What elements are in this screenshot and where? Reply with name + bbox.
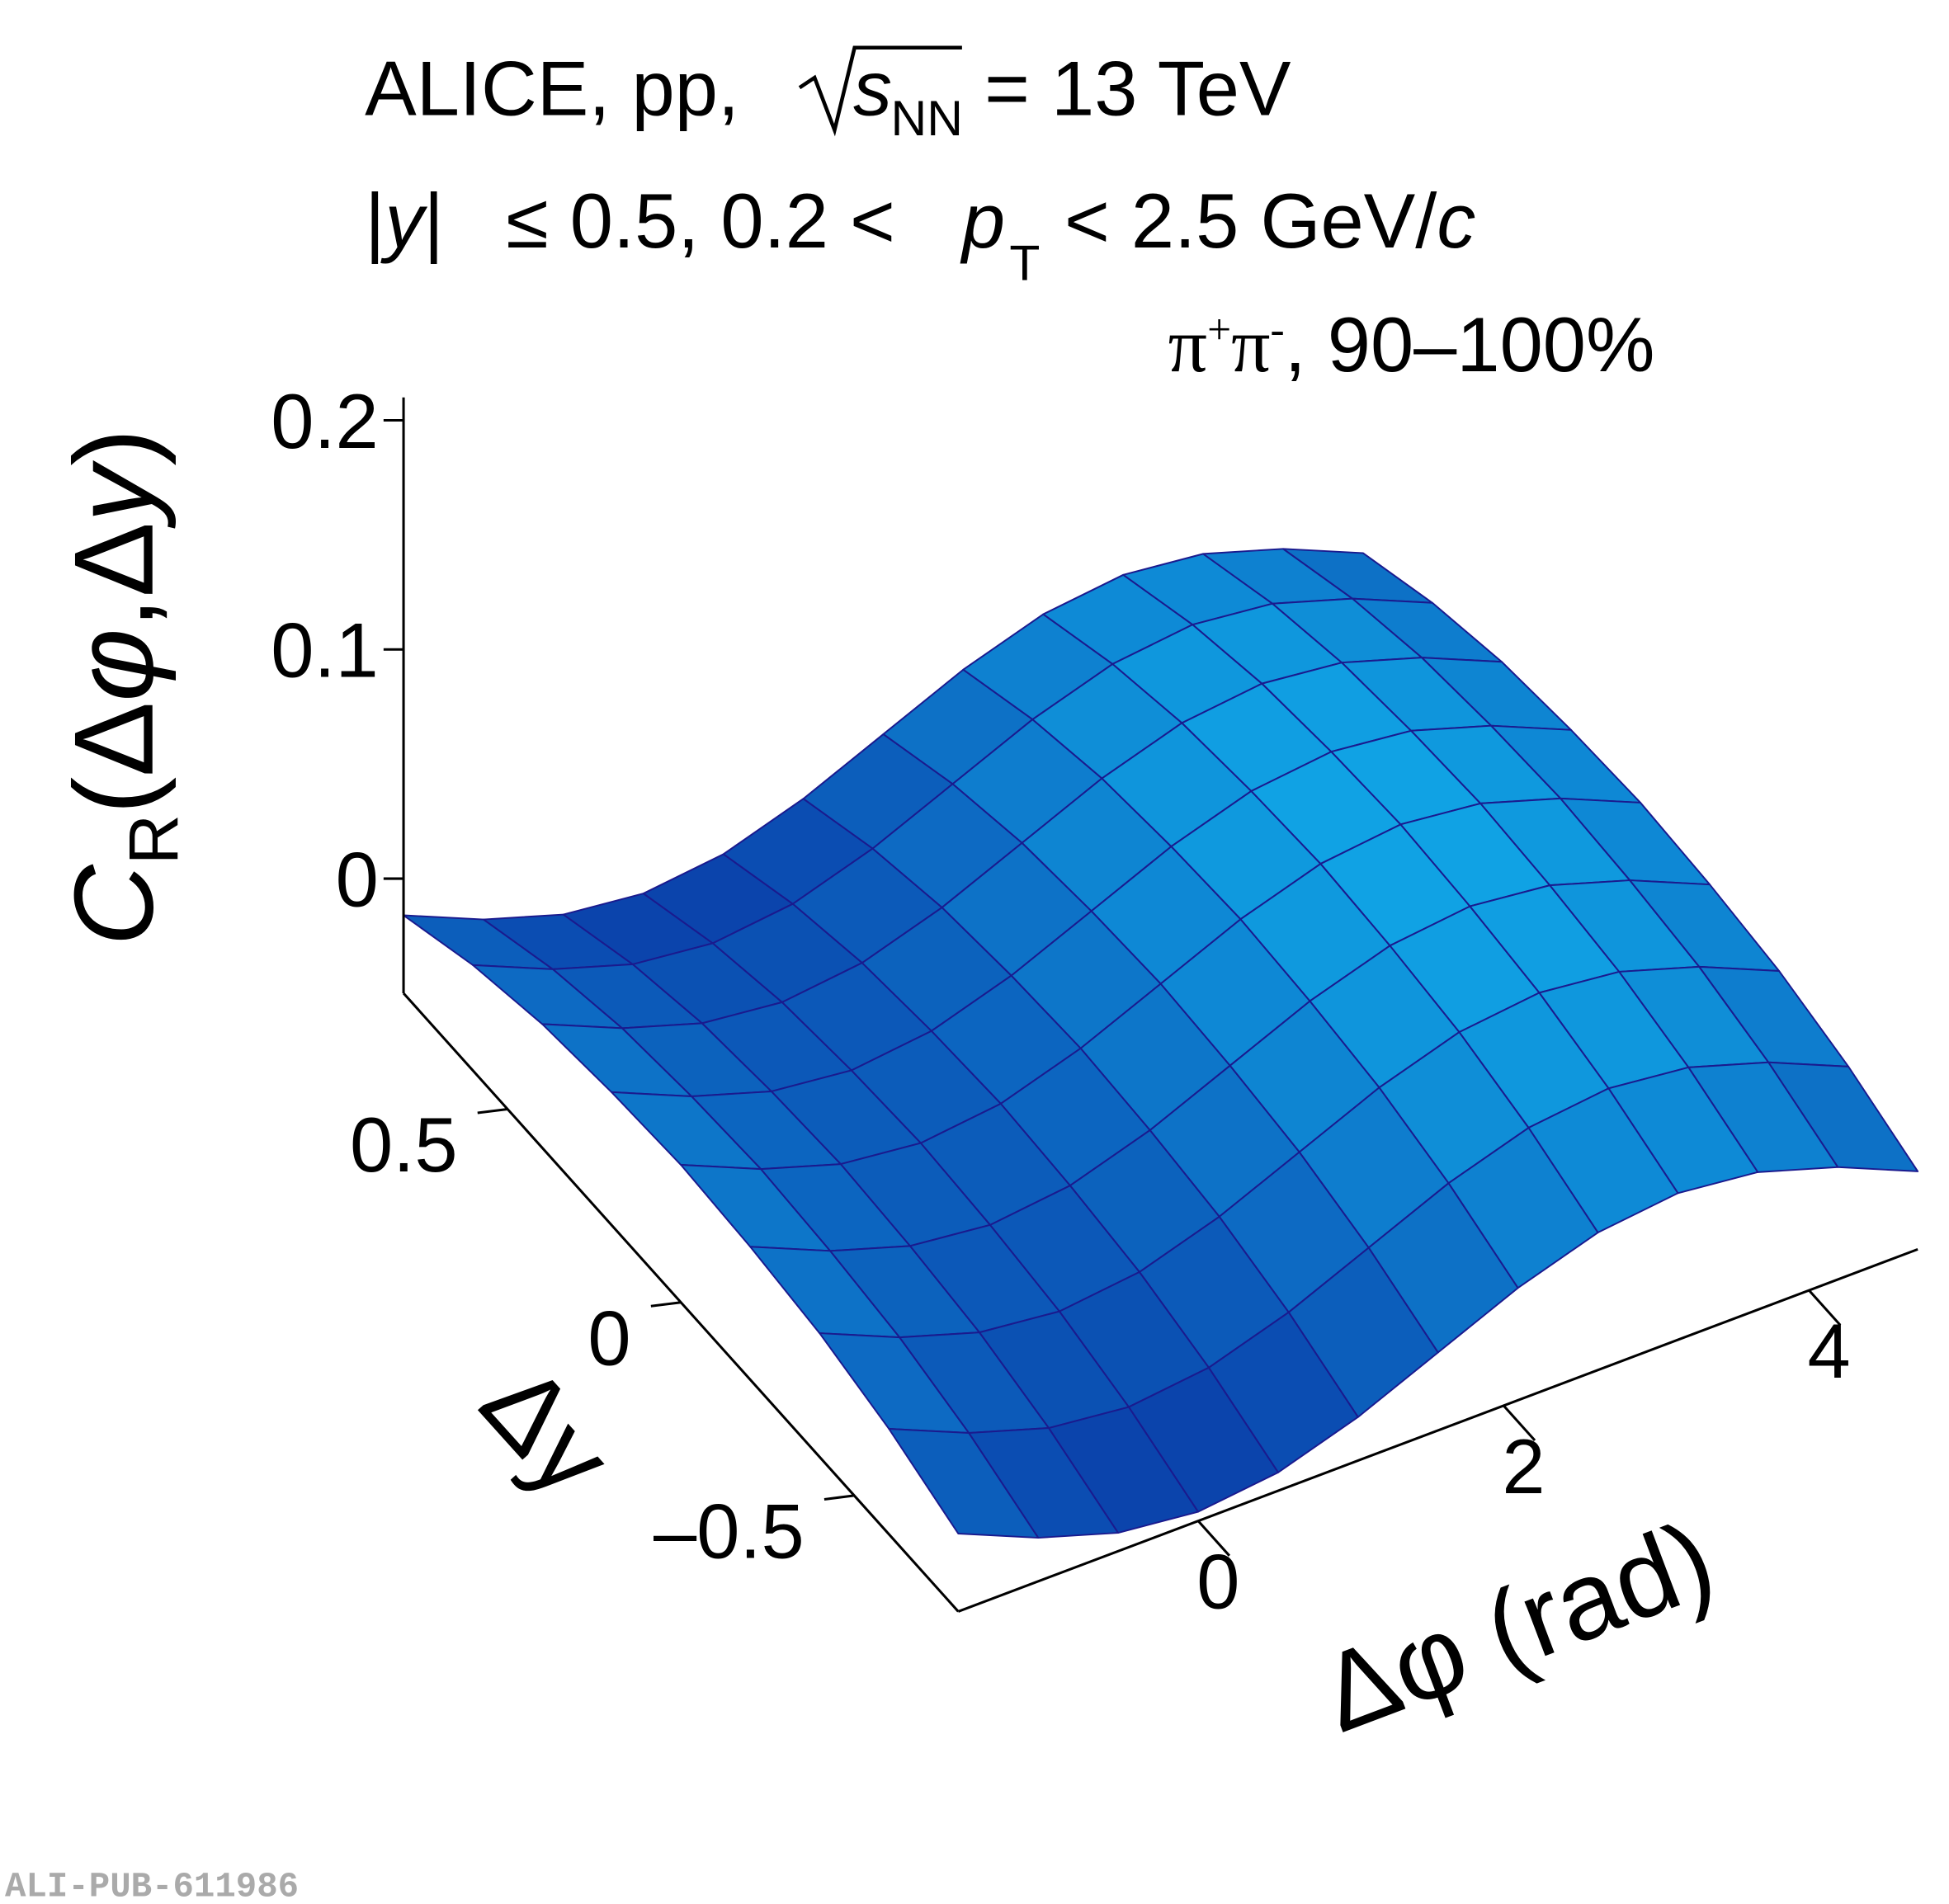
y-tick bbox=[477, 1107, 508, 1115]
x-tick bbox=[1196, 1520, 1231, 1557]
y-tick bbox=[823, 1494, 855, 1501]
y-tick-label: –0.5 bbox=[654, 1488, 805, 1575]
x-axis-line bbox=[957, 1247, 1918, 1613]
title: ALICE, pp, sNN = 13 TeV bbox=[365, 45, 1291, 146]
z-label-part: (Δ bbox=[51, 702, 177, 814]
y-tick bbox=[650, 1301, 682, 1308]
subtitle-part: T bbox=[1009, 234, 1040, 290]
x-tick bbox=[1503, 1404, 1536, 1442]
x-tick-label: 4 bbox=[1807, 1308, 1850, 1394]
annotation-part: + bbox=[1207, 307, 1231, 354]
subtitle-part: c bbox=[1437, 177, 1475, 264]
title-part: ALICE, pp, bbox=[365, 45, 739, 132]
surface bbox=[403, 548, 1919, 1539]
title-part: s bbox=[853, 45, 892, 132]
z-label-part: φ bbox=[51, 629, 177, 702]
title-part: = 13 TeV bbox=[984, 45, 1291, 132]
annotation-part: - bbox=[1270, 307, 1284, 354]
z-label-part: R bbox=[114, 814, 192, 865]
subtitle-part: y bbox=[380, 177, 428, 264]
subtitle-part: p bbox=[960, 177, 1005, 264]
y-tick-label: 0.5 bbox=[350, 1101, 457, 1188]
sqrt-sign bbox=[798, 45, 962, 137]
x-tick bbox=[1808, 1289, 1842, 1327]
subtitle-part: | bbox=[365, 177, 385, 264]
z-tick-label: 0.1 bbox=[271, 607, 378, 694]
x-axis-label: Δφ (rad) bbox=[1305, 1496, 1730, 1756]
z-label-part: C bbox=[51, 864, 177, 946]
footer: ALI-PUB-611986 bbox=[5, 1868, 299, 1904]
annotation-part: , 90–100% bbox=[1285, 301, 1655, 388]
annotation-part: π bbox=[1231, 303, 1270, 389]
x-tick-label: 0 bbox=[1196, 1539, 1239, 1625]
z-axis-label: CR(Δφ,Δy) bbox=[51, 428, 192, 945]
z-tick-label: 0 bbox=[336, 836, 379, 922]
annotation: π+π-, 90–100% bbox=[1168, 301, 1655, 389]
z-tick-label: 0.2 bbox=[271, 378, 378, 464]
z-label-part: y bbox=[51, 460, 177, 529]
subtitle: |y| ≤ 0.5, 0.2 < p T < 2.5 GeV/c bbox=[365, 177, 1475, 290]
y-tick-label: 0 bbox=[588, 1294, 630, 1381]
subtitle-part: ≤ 0.5, 0.2 < bbox=[506, 177, 895, 264]
axes: 0 2 4 –0.5 0 0.5 0 0.1 0.2 bbox=[271, 378, 1918, 1625]
title-part: NN bbox=[891, 90, 963, 146]
annotation-part: π bbox=[1168, 303, 1207, 389]
surface-cell bbox=[1767, 1061, 1919, 1172]
z-label-part: ,Δ bbox=[51, 522, 177, 629]
x-tick-label: 2 bbox=[1502, 1423, 1545, 1510]
subtitle-part: | bbox=[423, 177, 443, 264]
subtitle-part: < 2.5 GeV/ bbox=[1064, 177, 1437, 264]
z-label-part: ) bbox=[51, 428, 177, 465]
